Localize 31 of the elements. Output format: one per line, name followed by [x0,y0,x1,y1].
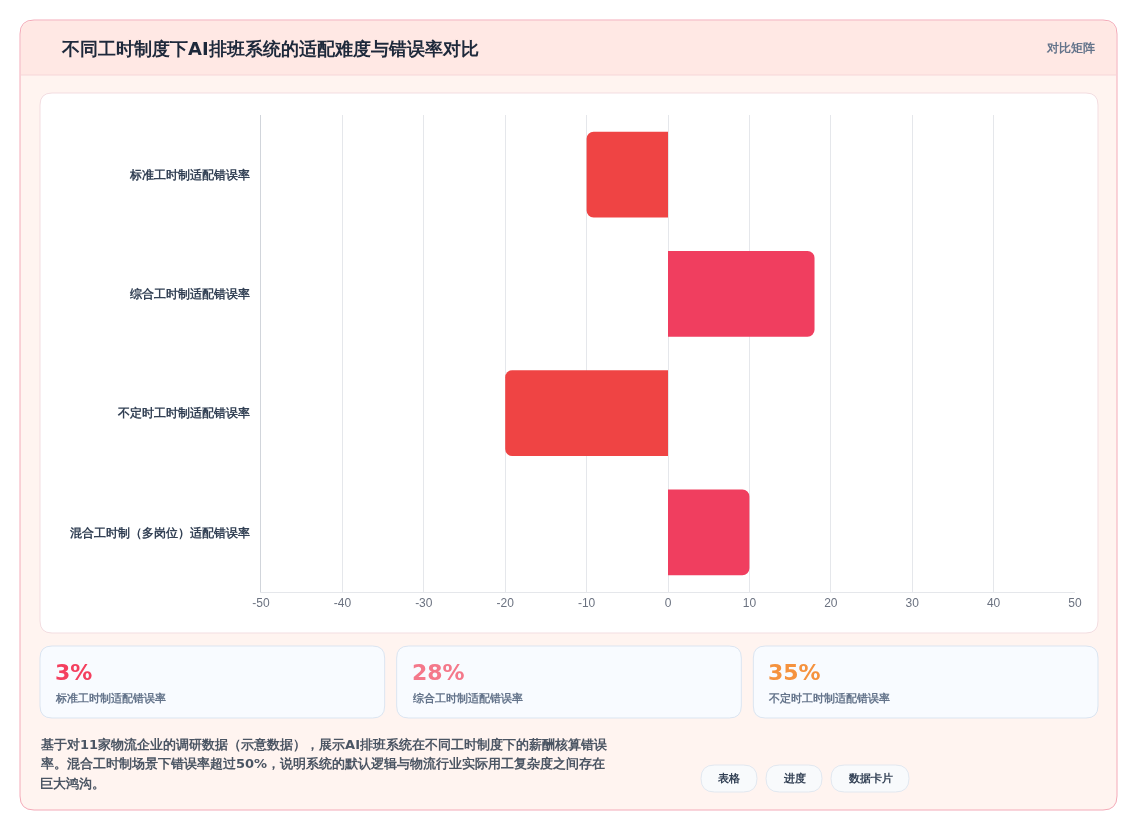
x-tick-label: 40 [986,596,1001,611]
data-label: 28% [412,660,465,685]
data-label: 3% [55,660,93,685]
bar [505,370,668,457]
text: 对比矩阵 [1046,41,1095,55]
x-tick-label: 50 [1068,596,1082,611]
x-tick-label: -30 [415,596,433,611]
chart-title: 不同工时制度下AI排班系统的适配难度与错误率对比 [61,38,479,60]
x-tick-label: 0 [664,596,672,611]
x-tick-label: -40 [333,596,352,611]
text: 基于对11家物流企业的调研数据（示意数据），展示AI排班系统在不同工时制度下的薪酬核算错误率。混合工时制场景下错误率超过50%，说明系统的默认逻辑与物流行业实际用工复杂度之间存在巨大鸿沟。 [40,737,608,791]
text: 数据卡片 [848,772,893,785]
x-tick-label: 10 [742,596,757,611]
x-tick-label: 30 [905,596,920,611]
bar [586,131,668,218]
x-tick-label: 20 [824,596,838,611]
category-label: 标准工时制适配错误率 [55,692,166,705]
x-tick-label: -10 [577,596,596,611]
data-label: 35% [768,660,821,685]
y-tick-label: 不定时工时制适配错误率 [116,406,250,421]
y-tick-label: 标准工时制适配错误率 [128,167,250,182]
x-tick-label: -50 [252,596,270,611]
text: 进度 [783,772,806,785]
x-tick-label: -20 [496,596,515,611]
y-tick-label: 综合工时制适配错误率 [128,287,250,302]
text: 表格 [717,772,741,785]
bar [668,489,750,576]
y-tick-label: 混合工时制（多岗位）适配错误率 [68,525,250,540]
category-label: 不定时工时制适配错误率 [768,692,890,705]
bar [668,250,815,337]
category-label: 综合工时制适配错误率 [412,692,523,705]
